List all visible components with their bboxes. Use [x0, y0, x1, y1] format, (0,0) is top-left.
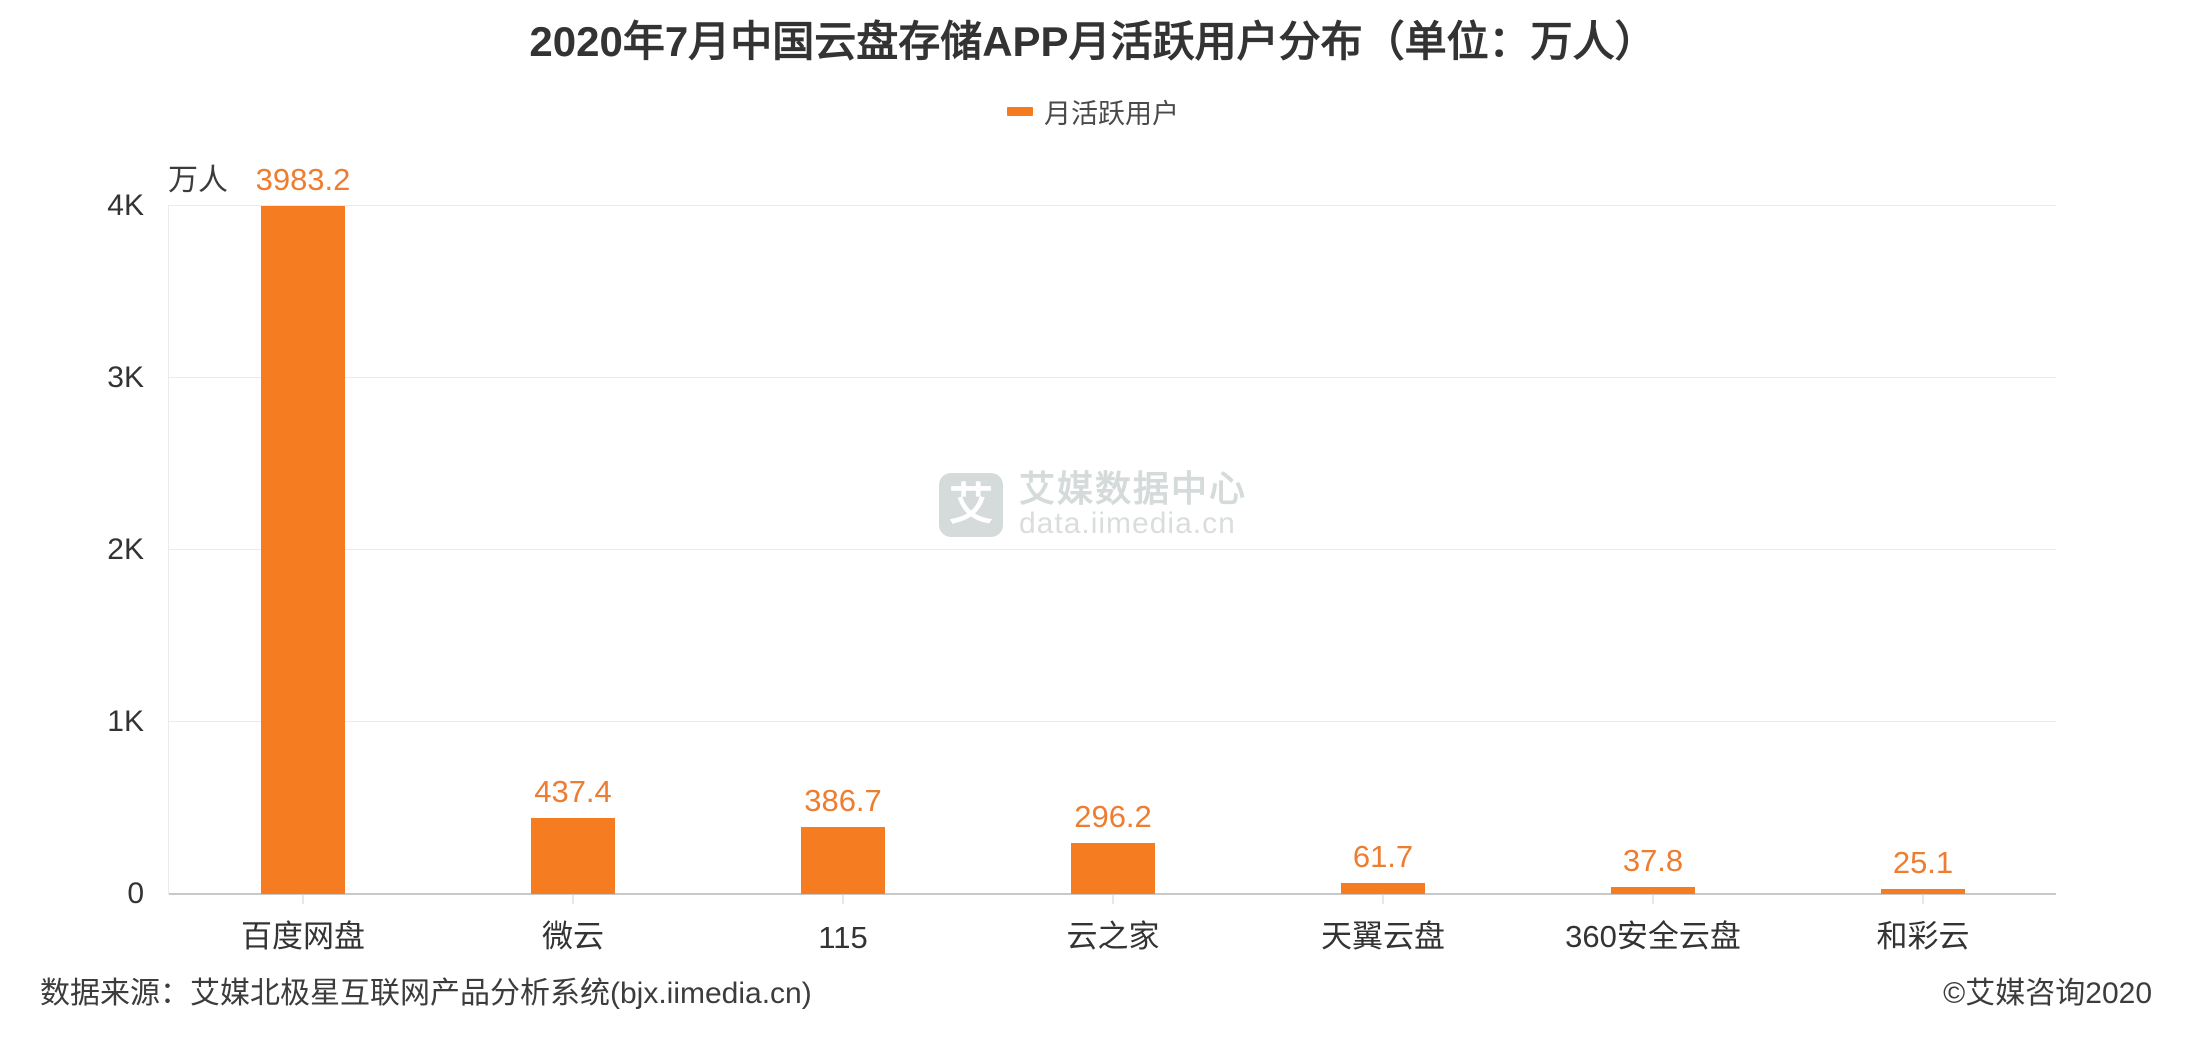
gridline-1k: [168, 721, 2056, 722]
legend-item-label: 月活跃用户: [1044, 99, 1179, 129]
bar-value-label-1: 437.4: [534, 774, 612, 809]
x-tick-5: [1652, 894, 1654, 904]
chart-title: 2020年7月中国云盘存储APP月活跃用户分布（单位：万人）: [529, 18, 1657, 65]
footer-copyright: ©艾媒咨询2020: [1943, 977, 2152, 1010]
bar-group-2[interactable]: 386.7 115: [708, 0, 978, 1040]
x-tick-0: [302, 894, 304, 904]
y-tick-label-3k: 3K: [107, 361, 144, 394]
x-category-label-4: 天翼云盘: [1321, 919, 1445, 954]
legend-item-monthly-active-users[interactable]: 月活跃用户: [1007, 92, 1179, 131]
x-category-label-6: 和彩云: [1876, 919, 1970, 954]
bar-5[interactable]: [1611, 887, 1695, 894]
x-tick-2: [842, 894, 844, 904]
bars-layer: 3983.2 百度网盘 437.4 微云 386.7 115 296.2 云之家…: [168, 0, 2056, 1040]
y-axis-unit-label: 万人: [168, 164, 228, 197]
x-category-label-2: 115: [818, 920, 868, 955]
bar-group-3[interactable]: 296.2 云之家: [978, 0, 1248, 1040]
y-tick-label-4k: 4K: [107, 189, 144, 222]
y-tick-label-0: 0: [127, 877, 144, 910]
x-tick-4: [1382, 894, 1384, 904]
bar-value-label-3: 296.2: [1074, 799, 1152, 834]
gridline-2k: [168, 549, 2056, 550]
x-tick-6: [1922, 894, 1924, 904]
legend-marker-icon: [1007, 107, 1033, 116]
x-tick-3: [1112, 894, 1114, 904]
x-category-label-3: 云之家: [1066, 919, 1160, 954]
bar-value-label-5: 37.8: [1622, 843, 1684, 878]
gridline-4k: [168, 205, 2056, 206]
bar-4[interactable]: [1341, 883, 1425, 894]
bar-1[interactable]: [531, 818, 615, 894]
bar-value-label-4: 61.7: [1352, 839, 1414, 874]
bar-0[interactable]: [261, 206, 345, 894]
bar-3[interactable]: [1071, 843, 1155, 894]
bar-group-0[interactable]: 3983.2 百度网盘: [168, 0, 438, 1040]
y-axis-line: [168, 205, 169, 895]
gridline-3k: [168, 377, 2056, 378]
bar-group-5[interactable]: 37.8 360安全云盘: [1518, 0, 1788, 1040]
bar-value-label-0: 3983.2: [255, 162, 351, 197]
x-axis-baseline: [168, 893, 2056, 895]
x-category-label-5: 360安全云盘: [1565, 919, 1741, 954]
bar-group-4[interactable]: 61.7 天翼云盘: [1248, 0, 1518, 1040]
bar-value-label-2: 386.7: [804, 783, 882, 818]
bar-group-1[interactable]: 437.4 微云: [438, 0, 708, 1040]
y-tick-label-2k: 2K: [107, 533, 144, 566]
bar-value-label-6: 25.1: [1892, 845, 1954, 880]
chart-legend: 月活跃用户: [0, 92, 2186, 131]
bar-group-6[interactable]: 25.1 和彩云: [1788, 0, 2058, 1040]
y-tick-label-1k: 1K: [107, 705, 144, 738]
x-category-label-0: 百度网盘: [241, 919, 365, 954]
x-category-label-1: 微云: [542, 919, 604, 954]
x-tick-1: [572, 894, 574, 904]
bar-6[interactable]: [1881, 889, 1965, 894]
bar-2[interactable]: [801, 827, 885, 894]
footer-data-source: 数据来源：艾媒北极星互联网产品分析系统(bjx.iimedia.cn): [40, 977, 812, 1010]
